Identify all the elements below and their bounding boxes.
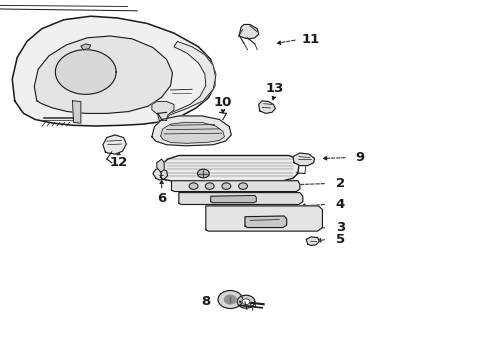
Text: 5: 5 <box>336 233 345 246</box>
Text: 7: 7 <box>199 192 208 204</box>
Polygon shape <box>306 237 319 246</box>
Circle shape <box>242 299 250 305</box>
Polygon shape <box>211 195 256 203</box>
Text: 10: 10 <box>214 96 232 109</box>
Polygon shape <box>237 295 255 308</box>
Polygon shape <box>245 216 287 228</box>
Circle shape <box>218 291 243 309</box>
Text: 11: 11 <box>302 33 320 46</box>
Text: 4: 4 <box>336 198 345 211</box>
Text: 8: 8 <box>201 295 210 308</box>
Polygon shape <box>153 168 168 180</box>
Polygon shape <box>161 122 224 143</box>
Circle shape <box>200 171 206 176</box>
Polygon shape <box>293 153 315 166</box>
Text: 2: 2 <box>336 177 345 190</box>
Text: 9: 9 <box>356 151 365 164</box>
Circle shape <box>205 183 214 189</box>
Polygon shape <box>161 156 299 181</box>
Polygon shape <box>152 102 174 121</box>
Polygon shape <box>206 206 322 231</box>
Polygon shape <box>55 50 116 94</box>
Polygon shape <box>259 101 275 113</box>
Polygon shape <box>163 41 216 122</box>
Polygon shape <box>81 44 91 50</box>
Polygon shape <box>152 116 231 146</box>
Polygon shape <box>34 36 172 113</box>
Polygon shape <box>239 24 259 39</box>
Circle shape <box>239 183 247 189</box>
Polygon shape <box>73 101 81 123</box>
Polygon shape <box>172 181 300 192</box>
Polygon shape <box>12 16 216 126</box>
Text: 6: 6 <box>157 192 166 204</box>
Polygon shape <box>103 135 126 154</box>
Circle shape <box>222 183 231 189</box>
Circle shape <box>197 169 209 178</box>
Text: 3: 3 <box>336 221 345 234</box>
Polygon shape <box>157 159 164 172</box>
Text: 1: 1 <box>174 161 183 174</box>
Text: 12: 12 <box>109 156 128 169</box>
Text: 13: 13 <box>265 82 284 95</box>
Circle shape <box>224 295 236 304</box>
Circle shape <box>189 183 198 189</box>
Polygon shape <box>179 193 303 204</box>
